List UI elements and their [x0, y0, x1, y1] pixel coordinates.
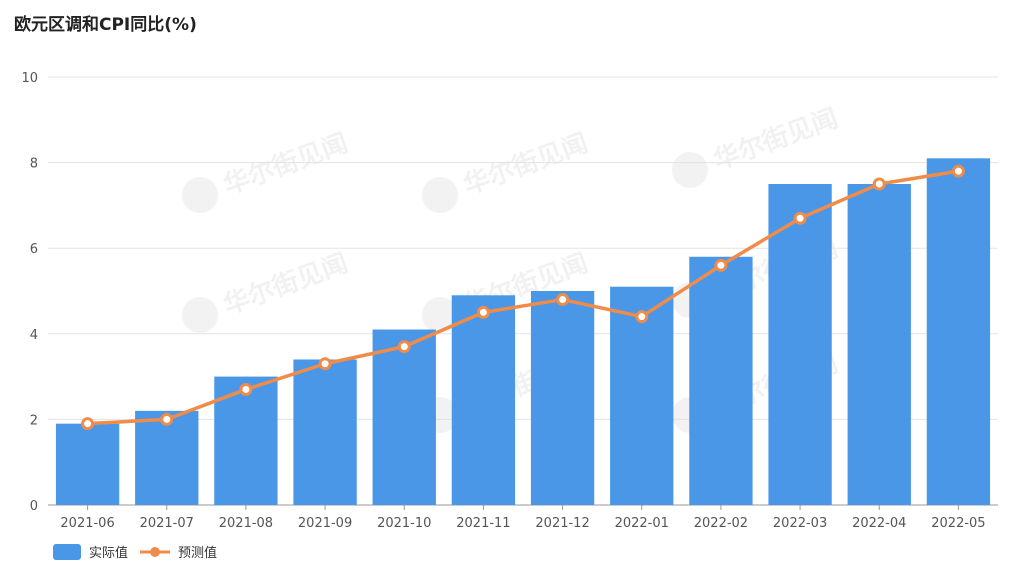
forecast-point-2021-08 [239, 382, 253, 396]
y-tick-label-4: 4 [30, 328, 38, 343]
bar-2022-03 [768, 184, 832, 505]
bar-2022-02 [689, 256, 753, 505]
legend-label-line: 预测值 [178, 545, 217, 561]
y-tick-label-0: 0 [30, 499, 38, 514]
y-tick-label-2: 2 [30, 413, 38, 428]
forecast-point-2021-10 [397, 340, 411, 354]
x-tick-label-2021-10: 2021-10 [377, 516, 431, 531]
y-tick-label-6: 6 [30, 242, 38, 257]
bar-2022-05 [926, 158, 991, 505]
bar-2021-10 [372, 329, 436, 505]
legend-label-bar: 实际值 [89, 545, 128, 561]
x-tick-label-2022-05: 2022-05 [931, 516, 985, 531]
forecast-point-2021-07 [160, 412, 174, 426]
forecast-point-2022-03 [793, 211, 807, 225]
forecast-point-2021-12 [556, 293, 570, 307]
forecast-point-2021-06 [81, 417, 95, 431]
watermark-text: 华尔街见闻 [219, 128, 352, 202]
watermark-logo-icon [422, 177, 458, 213]
x-tick-label-2021-09: 2021-09 [298, 516, 352, 531]
forecast-line [87, 169, 959, 426]
x-tick-label-2022-02: 2022-02 [694, 516, 748, 531]
watermark-logo-icon [182, 177, 218, 213]
x-tick-label-2021-12: 2021-12 [535, 516, 589, 531]
watermark-text: 华尔街见闻 [459, 128, 592, 202]
bar-2021-06 [55, 423, 120, 505]
bar-2022-04 [847, 184, 911, 505]
bar-2021-09 [293, 359, 357, 505]
x-tick-label-2022-04: 2022-04 [852, 516, 906, 531]
forecast-point-2022-02 [714, 258, 728, 272]
bar-2021-12 [530, 291, 595, 505]
bar-2021-07 [135, 410, 199, 505]
y-tick-label-8: 8 [30, 157, 38, 172]
x-tick-label-2021-08: 2021-08 [219, 516, 273, 531]
forecast-point-2021-09 [318, 357, 332, 371]
legend-swatch-dot [150, 547, 160, 557]
forecast-point-2022-01 [635, 310, 649, 324]
legend-swatch-bar [53, 544, 81, 560]
bar-2021-11 [451, 295, 516, 505]
forecast-point-2021-11 [476, 305, 490, 319]
watermark-logo-icon [422, 297, 458, 333]
watermark-0: 华尔街见闻 [182, 128, 352, 213]
chart-title: 欧元区调和CPI同比(%) [14, 15, 197, 35]
watermark-3: 华尔街见闻 [182, 248, 352, 333]
y-tick-label-10: 10 [21, 71, 38, 86]
watermark-text: 华尔街见闻 [219, 248, 352, 322]
watermark-text: 华尔街见闻 [709, 103, 842, 177]
watermark-2: 华尔街见闻 [672, 103, 842, 188]
x-tick-label-2022-01: 2022-01 [615, 516, 669, 531]
watermark-logo-icon [672, 152, 708, 188]
watermark-1: 华尔街见闻 [422, 128, 592, 213]
watermark-logo-icon [182, 297, 218, 333]
x-tick-label-2021-11: 2021-11 [456, 516, 510, 531]
x-tick-label-2021-07: 2021-07 [140, 516, 194, 531]
x-tick-label-2022-03: 2022-03 [773, 516, 827, 531]
forecast-point-2022-04 [872, 177, 886, 191]
forecast-point-2022-05 [951, 164, 965, 178]
x-tick-label-2021-06: 2021-06 [60, 516, 114, 531]
